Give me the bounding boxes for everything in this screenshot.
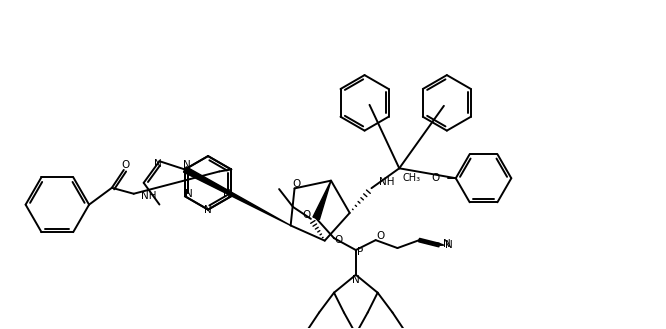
Text: O: O xyxy=(376,231,385,241)
Text: P: P xyxy=(357,247,363,257)
Polygon shape xyxy=(313,181,331,219)
Text: O: O xyxy=(432,173,440,183)
Text: N: N xyxy=(223,189,231,199)
Text: N: N xyxy=(183,161,190,170)
Text: NH: NH xyxy=(380,177,395,187)
Text: N: N xyxy=(445,240,453,250)
Text: O: O xyxy=(303,210,311,220)
Text: N: N xyxy=(204,205,212,215)
Text: O: O xyxy=(122,160,130,170)
Text: N: N xyxy=(352,275,360,285)
Text: N: N xyxy=(443,239,451,249)
Text: CH₃: CH₃ xyxy=(403,173,421,183)
Text: NH: NH xyxy=(141,191,156,201)
Text: O: O xyxy=(335,235,343,245)
Polygon shape xyxy=(184,167,290,225)
Text: O: O xyxy=(292,179,300,190)
Text: N: N xyxy=(185,189,192,199)
Text: N: N xyxy=(154,159,161,169)
